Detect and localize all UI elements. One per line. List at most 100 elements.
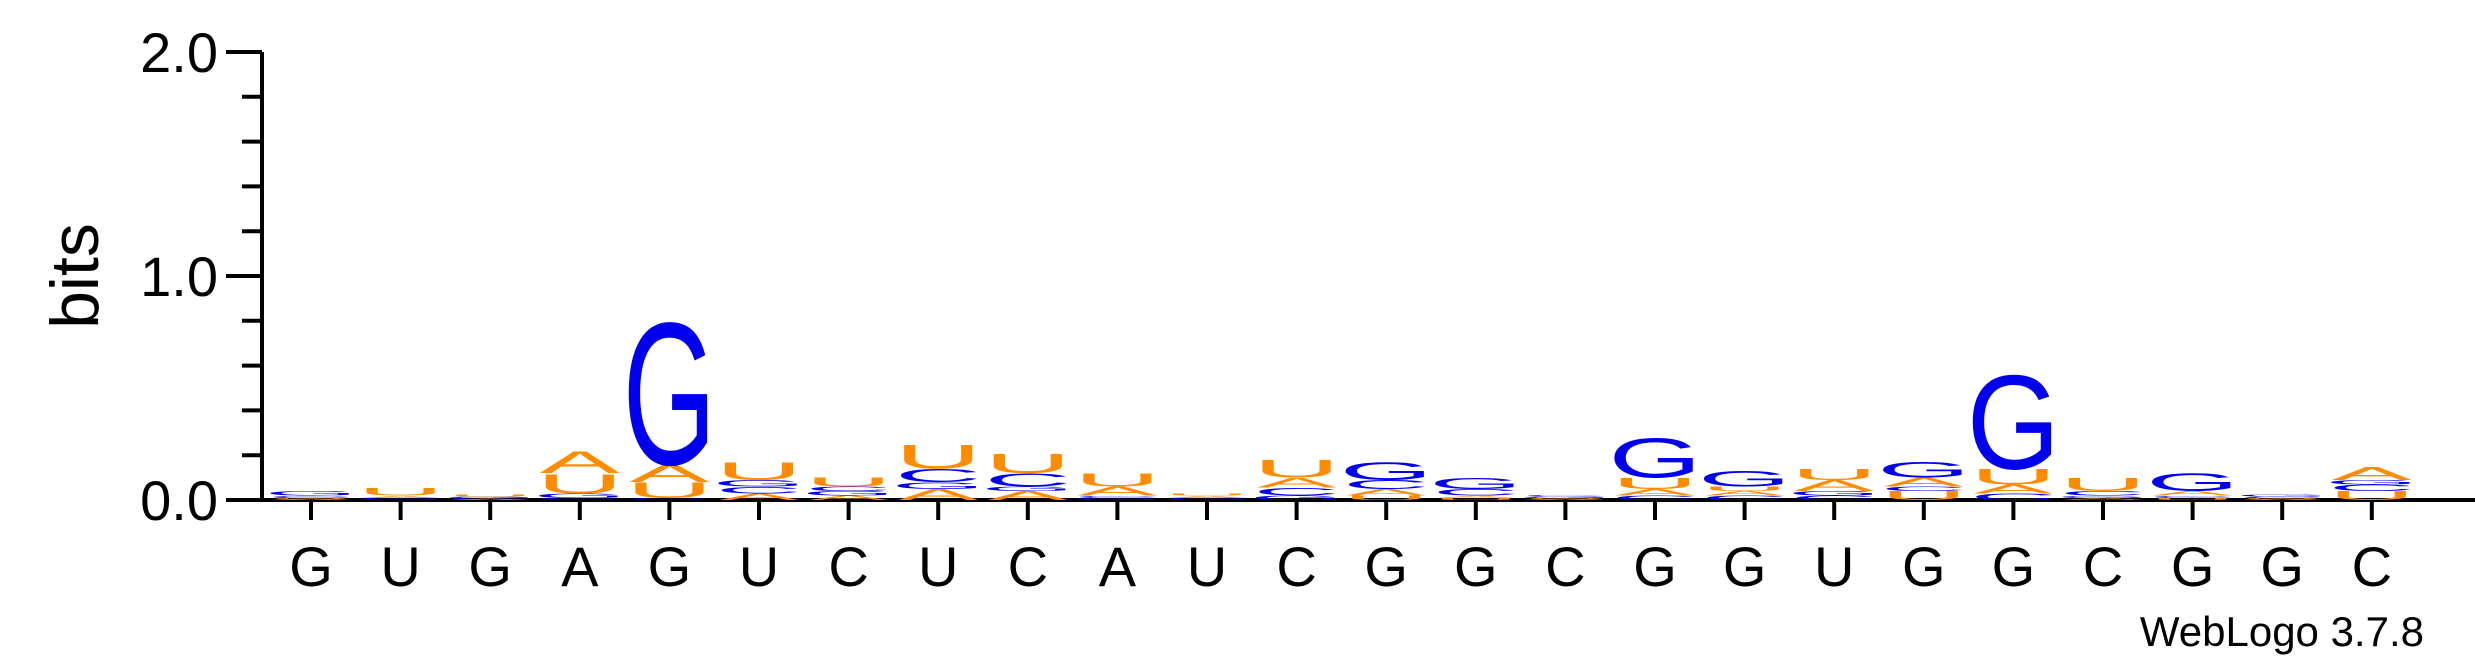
x-tick-label: C xyxy=(828,535,868,598)
logo-letter-u: U xyxy=(805,475,892,489)
logo-letter-a: A xyxy=(2153,490,2234,497)
logo-letter-u: U xyxy=(1791,466,1878,483)
logo-letter-g: G xyxy=(1429,475,1522,492)
logo-letter-c: C xyxy=(984,470,1071,491)
logo-letter-c: C xyxy=(447,497,534,499)
x-tick-label: G xyxy=(648,535,692,598)
logo-letter-g: G xyxy=(712,478,805,488)
logo-letter-a: A xyxy=(1346,487,1426,497)
x-tick-label: G xyxy=(2171,535,2215,598)
logo-letter-c: C xyxy=(1074,495,1161,499)
logo-letter-u: U xyxy=(2149,497,2236,501)
logo-letter-u: U xyxy=(268,497,355,499)
logo-letter-c: C xyxy=(2149,495,2236,499)
logo-letter-c: C xyxy=(1970,492,2057,502)
y-axis-label: bits xyxy=(37,223,113,329)
logo-letter-u: U xyxy=(2328,489,2415,503)
logo-letter-c: C xyxy=(1164,497,1251,499)
weblogo-credit: WebLogo 3.7.8 xyxy=(2140,608,2424,655)
logo-letter-u: U xyxy=(1074,470,1161,491)
logo-letter-a: A xyxy=(1794,477,1874,494)
logo-letter-g: G xyxy=(981,485,1074,492)
logo-letter-c: C xyxy=(1432,487,1519,497)
logo-letter-g: G xyxy=(1608,427,1701,490)
logo-letter-g: G xyxy=(1967,348,2060,498)
logo-letter-g: G xyxy=(444,496,537,498)
logo-letter-c: C xyxy=(2328,483,2415,493)
logo-letter-g: G xyxy=(1698,467,1791,491)
x-tick-label: U xyxy=(739,535,779,598)
y-axis: 0.0 1.0 2.0 bits xyxy=(37,21,264,532)
logo-letter-a: A xyxy=(629,460,709,488)
x-tick-label: G xyxy=(468,535,512,598)
x-tick-label: C xyxy=(1276,535,1316,598)
logo-letter-u: U xyxy=(357,486,444,498)
logo-letter-c: C xyxy=(1880,485,1967,492)
logo-letter-g: G xyxy=(2236,494,2329,498)
logo-letter-a: A xyxy=(988,489,1068,503)
logo-letter-g: G xyxy=(802,490,895,497)
logo-letter-g: G xyxy=(2325,479,2418,486)
logo-letter-a: A xyxy=(1615,487,1695,497)
logo-letter-u: U xyxy=(1970,465,2057,489)
logo-letter-a: A xyxy=(450,499,531,501)
logo-letter-c: C xyxy=(1522,495,1609,497)
logo-letter-u: U xyxy=(1612,475,1699,492)
logo-letter-a: A xyxy=(361,495,442,499)
y-tick-label: 2.0 xyxy=(140,21,218,84)
x-tick-label: G xyxy=(289,535,333,598)
x-tick-label: C xyxy=(1545,535,1585,598)
logo-letter-g: G xyxy=(892,480,985,490)
logo-letter-c: C xyxy=(2060,490,2147,497)
y-tick-label: 0.0 xyxy=(140,469,218,532)
y-tick-label: 1.0 xyxy=(140,245,218,308)
x-tick-label: C xyxy=(2352,535,2392,598)
logo-letter-u: U xyxy=(1253,455,1340,483)
logo-letter-c: C xyxy=(626,497,713,501)
logo-letter-g: G xyxy=(264,490,357,497)
logo-letter-u: U xyxy=(895,437,982,476)
logo-letter-c: C xyxy=(1612,494,1699,501)
logo-letter-u: U xyxy=(1432,497,1519,501)
logo-letter-a: A xyxy=(271,499,352,501)
logo-letter-a: A xyxy=(1884,475,1964,489)
logo-letter-a: A xyxy=(2242,499,2323,501)
logo-letter-c: C xyxy=(536,497,623,501)
logo-letter-g: G xyxy=(2146,469,2239,497)
logo-letter-a: A xyxy=(719,492,799,502)
logo-letter-a: A xyxy=(1077,484,1157,498)
x-tick-label: C xyxy=(1008,535,1048,598)
logo-letter-a: A xyxy=(898,486,978,503)
x-tick-label: G xyxy=(1723,535,1767,598)
logo-letter-g: G xyxy=(1071,497,1164,501)
logo-letter-g: G xyxy=(533,492,626,499)
logo-letter-u: U xyxy=(716,458,803,486)
logo-letter-c: C xyxy=(357,497,444,499)
logo-letter-g: G xyxy=(1250,494,1343,501)
logo-letter-g: G xyxy=(354,499,447,501)
x-tick-label: G xyxy=(2260,535,2304,598)
logo-letter-c: C xyxy=(2239,496,2326,498)
logo-letter-a: A xyxy=(1436,495,1517,499)
logo-letter-a: A xyxy=(1705,490,1786,497)
logo-letter-c: C xyxy=(1343,478,1430,492)
